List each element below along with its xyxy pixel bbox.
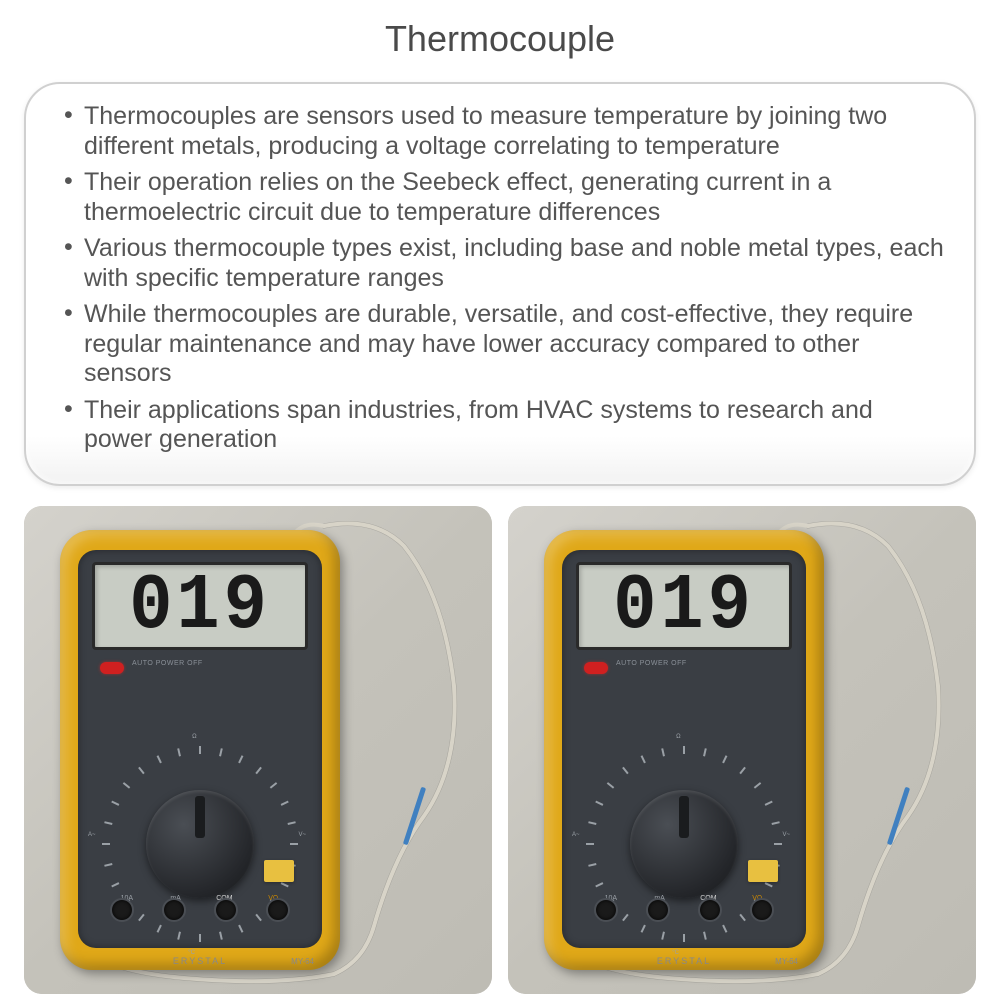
thermocouple-connector bbox=[748, 860, 778, 882]
summary-card: Thermocouples are sensors used to measur… bbox=[24, 82, 976, 486]
lcd-display: 019 bbox=[92, 562, 308, 650]
input-ports bbox=[580, 890, 788, 930]
multimeter-photo-right: 019 AUTO POWER OFF Ω V~ A~ °C 10A m bbox=[508, 506, 976, 994]
power-led bbox=[584, 662, 608, 674]
multimeter-device: 019 AUTO POWER OFF Ω V~ A~ °C 10A m bbox=[60, 530, 340, 970]
brand-label: ERYSTAL bbox=[173, 956, 227, 966]
thermocouple-connector bbox=[264, 860, 294, 882]
bullet-item: Thermocouples are sensors used to measur… bbox=[64, 102, 946, 161]
multimeter-photo-left: 019 AUTO POWER OFF Ω V~ A~ °C 10A m bbox=[24, 506, 492, 994]
bullet-item: Their applications span industries, from… bbox=[64, 396, 946, 455]
multimeter-device: 019 AUTO POWER OFF Ω V~ A~ °C 10A m bbox=[544, 530, 824, 970]
power-led bbox=[100, 662, 124, 674]
bullet-item: Various thermocouple types exist, includ… bbox=[64, 234, 946, 293]
bullet-list: Thermocouples are sensors used to measur… bbox=[64, 102, 946, 455]
bullet-item: Their operation relies on the Seebeck ef… bbox=[64, 168, 946, 227]
lcd-reading: 019 bbox=[129, 560, 271, 650]
bullet-item: While thermocouples are durable, versati… bbox=[64, 300, 946, 389]
lcd-display: 019 bbox=[576, 562, 792, 650]
input-ports bbox=[96, 890, 304, 930]
page-title: Thermocouple bbox=[24, 18, 976, 60]
brand-label: ERYSTAL bbox=[657, 956, 711, 966]
image-row: 019 AUTO POWER OFF Ω V~ A~ °C 10A m bbox=[24, 506, 976, 994]
model-label: MY-64 bbox=[775, 957, 798, 966]
power-label: AUTO POWER OFF bbox=[616, 660, 687, 667]
power-label: AUTO POWER OFF bbox=[132, 660, 203, 667]
lcd-reading: 019 bbox=[613, 560, 755, 650]
model-label: MY-64 bbox=[291, 957, 314, 966]
